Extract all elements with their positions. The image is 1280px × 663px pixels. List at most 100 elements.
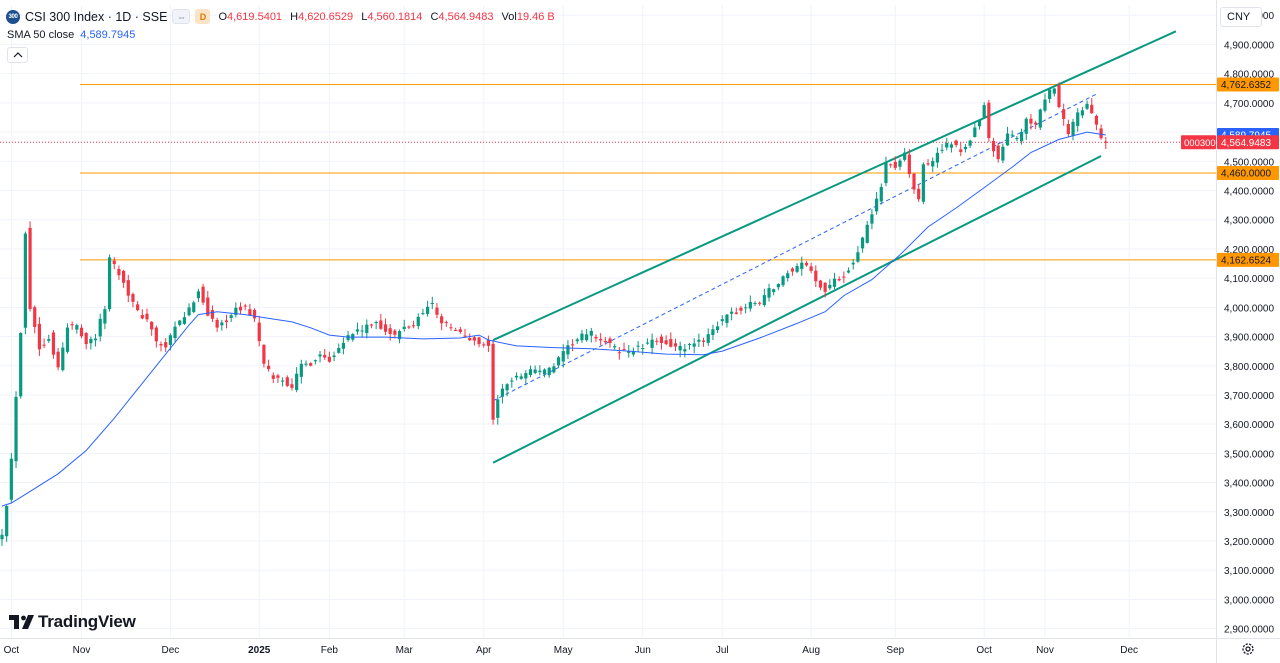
currency-selector[interactable]: CNY — [1220, 7, 1262, 27]
candle-body — [1104, 141, 1108, 143]
candle — [210, 305, 215, 323]
candle — [1029, 114, 1033, 130]
tradingview-logo[interactable]: TradingView — [9, 612, 136, 632]
price-tick-label: 4,400.0000 — [1224, 186, 1274, 197]
candle-body — [823, 282, 827, 292]
candle-body — [715, 326, 720, 331]
candle-body — [337, 347, 341, 353]
time-tick-label: May — [554, 645, 573, 656]
price-tick-label: 3,200.0000 — [1224, 537, 1274, 548]
candle — [823, 282, 827, 298]
candle-body — [566, 345, 570, 355]
symbol-title[interactable]: CSI 300 Index · 1D · SSE — [25, 9, 168, 24]
ohlc-values: O4,619.5401 H4,620.6529 L4,560.1814 C4,5… — [218, 11, 559, 23]
candle — [318, 350, 322, 363]
candle — [196, 288, 201, 303]
candle-body — [931, 161, 935, 167]
candle-body — [589, 330, 593, 336]
candle — [1015, 135, 1019, 142]
time-axis[interactable]: Oct Nov Dec 2025 Feb Mar Apr May Jun Jul Aug Sep Oct… — [0, 638, 1280, 657]
candle-body — [262, 344, 266, 364]
candle-body — [309, 363, 313, 366]
candle-body — [9, 458, 13, 500]
candle-body — [248, 309, 252, 316]
candle-body — [154, 327, 158, 342]
candle-body — [168, 335, 172, 345]
candle — [973, 123, 977, 138]
candle-body — [402, 326, 406, 330]
candle — [477, 336, 481, 348]
candle — [570, 339, 575, 352]
candle-body — [687, 344, 692, 346]
level-price-label-bg — [1217, 252, 1279, 267]
candle — [61, 342, 65, 372]
candle — [421, 308, 425, 316]
candle — [341, 337, 346, 355]
candle — [814, 265, 818, 287]
candle — [931, 157, 935, 173]
candle-body — [917, 188, 921, 200]
candle — [140, 309, 144, 320]
candle-body — [243, 305, 247, 307]
candle-body — [1001, 146, 1005, 161]
candle — [767, 283, 771, 302]
candle — [528, 365, 533, 378]
candle-body — [683, 349, 687, 352]
candle-body — [982, 105, 986, 118]
time-tick-label: Oct — [4, 645, 20, 656]
candle — [982, 102, 986, 119]
price-tick-label: 2,900.0000 — [1224, 625, 1274, 636]
candle-body — [734, 312, 738, 314]
candle-body — [426, 306, 430, 314]
candle — [295, 367, 299, 393]
candle-body — [786, 273, 790, 279]
candle-body — [440, 316, 444, 324]
candle-body — [491, 343, 495, 420]
last-price-label: 4,564.9483 — [1221, 138, 1271, 149]
candle-body — [790, 268, 795, 272]
candle — [781, 275, 785, 288]
price-tick-label: 4,200.0000 — [1224, 245, 1274, 256]
data-status-badge[interactable]: D — [195, 9, 211, 24]
candle-body — [659, 336, 664, 344]
candle — [1034, 120, 1038, 130]
candle-body — [809, 266, 813, 271]
candle — [963, 144, 968, 153]
candle — [538, 365, 542, 376]
candle — [1066, 119, 1070, 137]
candle — [1090, 97, 1094, 114]
candle-body — [772, 289, 776, 293]
low-label: L — [361, 10, 368, 23]
candle — [599, 333, 603, 346]
indicator-legend[interactable]: SMA 50 close 4,589.7945 — [7, 29, 135, 41]
candle — [304, 360, 308, 367]
candle — [117, 265, 121, 280]
candle — [589, 327, 593, 343]
grid — [0, 5, 1216, 638]
level-price-label-bg — [1217, 77, 1279, 92]
candle-body — [912, 173, 916, 190]
candle-body — [580, 333, 584, 341]
candle — [608, 336, 612, 348]
candle — [945, 137, 949, 151]
candle — [949, 141, 954, 153]
candle — [131, 292, 135, 308]
gear-icon[interactable] — [1241, 642, 1255, 656]
price-tick-label: 3,300.0000 — [1224, 508, 1274, 519]
collapse-legend-button[interactable] — [7, 47, 28, 63]
candle — [739, 305, 743, 315]
candle — [730, 307, 734, 321]
candle — [524, 370, 528, 386]
candle-body — [360, 330, 364, 332]
candle — [1052, 87, 1056, 97]
candle — [701, 337, 706, 347]
price-tick-label: 4,000.0000 — [1224, 303, 1274, 314]
equals-icon[interactable]: ⇔ — [172, 9, 191, 24]
candle — [159, 341, 163, 352]
candle — [762, 288, 766, 307]
price-axis[interactable]: 5,000.00004,900.00004,800.00004,700.0000… — [1216, 0, 1275, 663]
candle — [122, 269, 126, 288]
candle-body — [103, 309, 107, 324]
candle — [360, 324, 364, 338]
